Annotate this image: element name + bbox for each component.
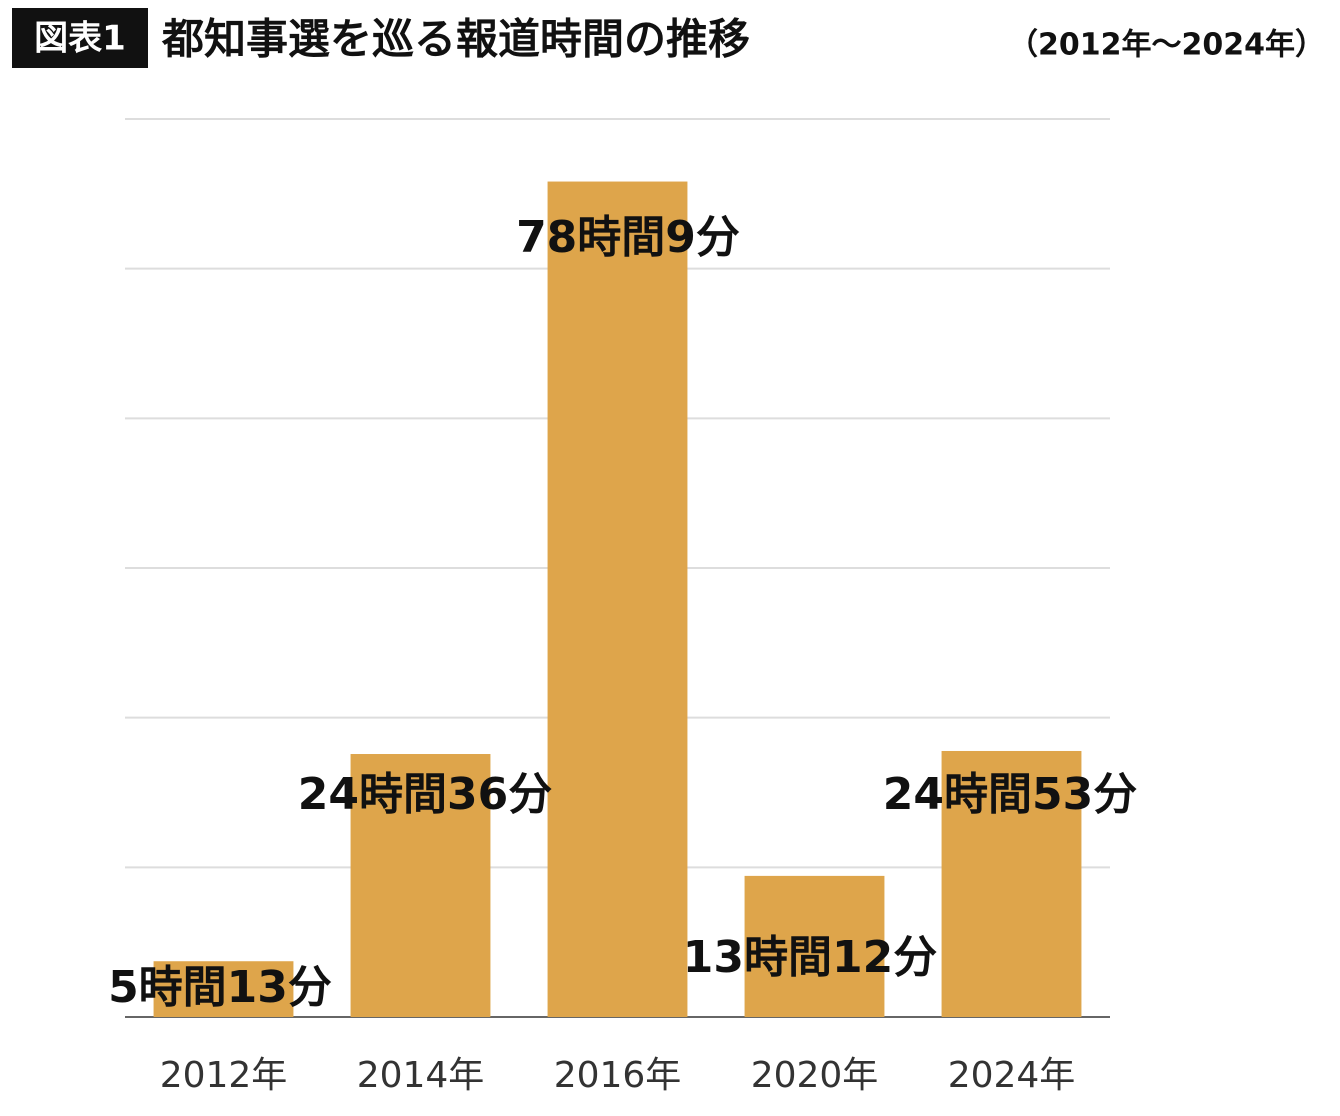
chart-title: 都知事選を巡る報道時間の推移 bbox=[161, 15, 750, 64]
x-tick-label: 2020年 bbox=[751, 1055, 879, 1096]
data-label: 5時間13分 bbox=[108, 962, 332, 1013]
data-label: 78時間9分 bbox=[516, 212, 740, 263]
bar bbox=[547, 181, 688, 1017]
x-tick-label: 2012年 bbox=[160, 1055, 288, 1096]
data-label: 24時間36分 bbox=[298, 769, 552, 820]
x-tick-label: 2016年 bbox=[554, 1055, 682, 1096]
data-label: 13時間12分 bbox=[683, 932, 937, 983]
chart-subtitle: （2012年～2024年） bbox=[1008, 28, 1325, 63]
x-tick-label: 2024年 bbox=[948, 1055, 1076, 1096]
label-box bbox=[12, 8, 148, 68]
bar bbox=[941, 750, 1082, 1017]
bar bbox=[153, 961, 294, 1017]
data-label: 24時間53分 bbox=[883, 769, 1137, 820]
bar bbox=[350, 754, 491, 1017]
x-tick-label: 2014年 bbox=[357, 1055, 485, 1096]
figure-label: 図表1 bbox=[34, 19, 126, 59]
bar bbox=[744, 875, 885, 1017]
